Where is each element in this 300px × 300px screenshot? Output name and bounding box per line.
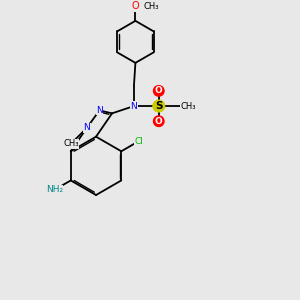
Text: O: O xyxy=(155,86,163,95)
Circle shape xyxy=(154,116,164,127)
Text: O: O xyxy=(155,117,163,126)
Text: N: N xyxy=(83,123,90,132)
Text: Cl: Cl xyxy=(134,136,143,146)
Circle shape xyxy=(153,100,165,112)
Text: CH₃: CH₃ xyxy=(181,101,196,110)
Text: N: N xyxy=(130,101,137,110)
Text: O: O xyxy=(132,1,139,11)
Circle shape xyxy=(154,85,164,96)
Text: NH₂: NH₂ xyxy=(46,185,63,194)
Text: S: S xyxy=(155,101,163,111)
Text: CH₃: CH₃ xyxy=(63,140,79,148)
Text: N: N xyxy=(96,106,103,115)
Text: CH₃: CH₃ xyxy=(144,2,159,11)
